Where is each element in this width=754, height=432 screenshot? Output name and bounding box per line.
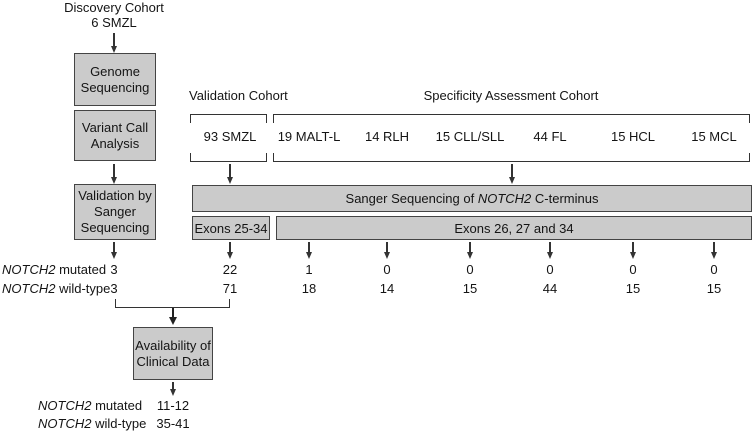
gene-name: NOTCH2 bbox=[38, 416, 92, 431]
arrow-col-smzl bbox=[229, 242, 231, 252]
cohort-item-smzl: 93 SMZL bbox=[203, 129, 257, 144]
arrow-col-malt-l bbox=[308, 242, 310, 252]
wildtype-value-smzl: 71 bbox=[222, 281, 238, 296]
clinical-row-label-wild-type: NOTCH2 wild-type bbox=[38, 417, 146, 430]
validation-cohort-bracket-top bbox=[190, 114, 267, 123]
mutated-value-cll-sll: 0 bbox=[466, 262, 474, 277]
arrow-col-fl bbox=[549, 242, 551, 252]
validation-cohort-heading: Validation Cohort bbox=[189, 88, 288, 103]
cohort-item-mcl: 15 MCL bbox=[691, 129, 737, 144]
clinical-row-label-mutated: NOTCH2 mutated bbox=[38, 399, 142, 412]
discovery-cohort-header: Discovery Cohort 6 SMZL bbox=[34, 0, 194, 30]
wildtype-value-mcl: 15 bbox=[706, 281, 722, 296]
wildtype-value-hcl: 15 bbox=[625, 281, 641, 296]
genome-sequencing-label: Genome Sequencing bbox=[80, 63, 150, 95]
cohort-item-malt-l: 19 MALT-L bbox=[277, 129, 341, 144]
row-label-wild-type: NOTCH2 wild-type bbox=[2, 282, 110, 295]
clinical-data-label: Availability of Clinical Data bbox=[135, 337, 211, 369]
row-label-text: wild-type bbox=[95, 416, 147, 431]
cohort-item-cll-sll: 15 CLL/SLL bbox=[435, 129, 505, 144]
arrow-col-discovery bbox=[113, 242, 115, 252]
arrow-merge-to-clinical bbox=[172, 308, 174, 317]
mutated-value-fl: 0 bbox=[546, 262, 554, 277]
arrow-col-cll-sll bbox=[469, 242, 471, 252]
sanger-sequencing-band: Sanger Sequencing of NOTCH2 C-terminus bbox=[192, 185, 752, 212]
wildtype-value-rlh: 14 bbox=[379, 281, 395, 296]
arrow-col-mcl bbox=[713, 242, 715, 252]
arrow-col-hcl bbox=[632, 242, 634, 252]
wildtype-value-discovery: 3 bbox=[110, 281, 118, 296]
variant-call-analysis-label: Variant Call Analysis bbox=[81, 119, 149, 151]
wildtype-value-malt-l: 18 bbox=[301, 281, 317, 296]
arrow-variant-to-validation bbox=[113, 164, 115, 177]
cohort-item-fl: 44 FL bbox=[533, 129, 567, 144]
variant-call-analysis-box: Variant Call Analysis bbox=[74, 110, 156, 161]
gene-name: NOTCH2 bbox=[38, 398, 92, 413]
band-gene-name: NOTCH2 bbox=[477, 191, 532, 206]
row-label-text: mutated bbox=[59, 262, 107, 277]
mutated-value-rlh: 0 bbox=[383, 262, 391, 277]
specificity-cohort-bracket-bottom bbox=[273, 153, 750, 162]
gene-name: NOTCH2 bbox=[2, 262, 56, 277]
clinical-data-box: Availability of Clinical Data bbox=[133, 327, 213, 380]
exons-26-27-34-box: Exons 26, 27 and 34 bbox=[276, 216, 752, 240]
clinical-value-mutated: 11-12 bbox=[156, 398, 190, 413]
row-label-mutated: NOTCH2 mutated bbox=[2, 263, 106, 276]
arrow-specificity-to-band bbox=[511, 164, 513, 177]
exons-25-34-box: Exons 25-34 bbox=[192, 216, 270, 240]
genome-sequencing-box: Genome Sequencing bbox=[74, 53, 156, 106]
band-text-suffix: C-terminus bbox=[534, 191, 599, 206]
cohort-item-rlh: 14 RLH bbox=[364, 129, 410, 144]
arrow-discovery-to-genome bbox=[113, 33, 115, 46]
mutated-value-smzl: 22 bbox=[222, 262, 238, 277]
wildtype-value-cll-sll: 15 bbox=[462, 281, 478, 296]
arrow-clinical-to-results bbox=[172, 382, 174, 389]
exons-26-27-34-label: Exons 26, 27 and 34 bbox=[454, 220, 574, 236]
band-text-prefix: Sanger Sequencing of bbox=[345, 191, 475, 206]
cohort-item-hcl: 15 HCL bbox=[610, 129, 656, 144]
validation-sanger-box: Validation by Sanger Sequencing bbox=[74, 184, 156, 240]
specificity-cohort-bracket-top bbox=[273, 114, 750, 123]
arrow-col-rlh bbox=[386, 242, 388, 252]
specificity-cohort-heading: Specificity Assessment Cohort bbox=[423, 88, 599, 103]
validation-sanger-label: Validation by Sanger Sequencing bbox=[78, 188, 152, 235]
row-label-text: wild-type bbox=[59, 281, 111, 296]
mutated-value-mcl: 0 bbox=[710, 262, 718, 277]
discovery-cohort-count: 6 SMZL bbox=[91, 15, 137, 30]
gene-name: NOTCH2 bbox=[2, 281, 56, 296]
exons-25-34-label: Exons 25-34 bbox=[194, 220, 268, 236]
clinical-value-wild-type: 35-41 bbox=[156, 416, 190, 431]
row-label-text: mutated bbox=[95, 398, 143, 413]
validation-cohort-bracket-bottom bbox=[190, 153, 267, 162]
arrow-validation-to-band bbox=[229, 164, 231, 177]
discovery-cohort-title: Discovery Cohort bbox=[64, 0, 164, 15]
mutated-value-discovery: 3 bbox=[110, 262, 118, 277]
wildtype-value-fl: 44 bbox=[542, 281, 558, 296]
mutated-value-malt-l: 1 bbox=[305, 262, 313, 277]
merge-bracket bbox=[115, 299, 230, 308]
mutated-value-hcl: 0 bbox=[629, 262, 637, 277]
